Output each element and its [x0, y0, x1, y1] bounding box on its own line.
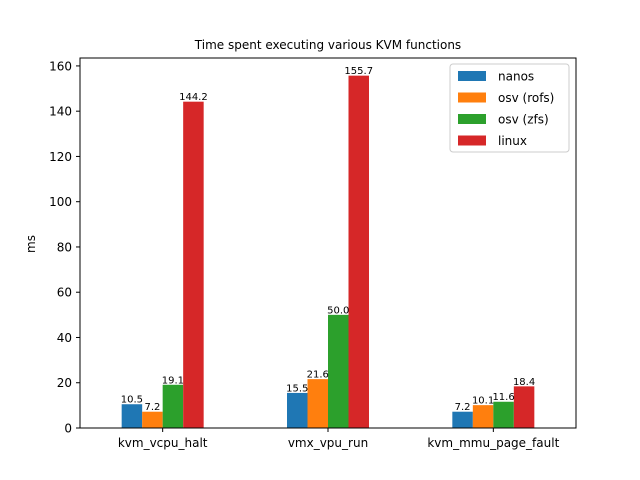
y-tick-label: 20 [57, 376, 72, 390]
bar-value-label: 18.4 [513, 377, 535, 388]
bar-value-label: 19.1 [162, 375, 184, 386]
legend-label: nanos [498, 70, 534, 84]
bar-value-label: 7.2 [144, 402, 160, 413]
y-tick-label: 40 [57, 331, 72, 345]
bars-group [121, 75, 535, 429]
bar-value-label: 155.7 [344, 66, 373, 77]
legend-swatch [458, 71, 486, 81]
legend-label: linux [498, 134, 527, 148]
bar-linux-vmx-vpu-run [348, 75, 369, 429]
bar-nanos-vmx-vpu-run [287, 392, 308, 428]
bar-linux-kvm-vcpu-halt [183, 101, 204, 428]
bar-osv-rofs--vmx-vpu-run [307, 379, 328, 428]
y-tick-label: 120 [49, 150, 72, 164]
bar-labels-group: 10.57.219.1144.215.521.650.0155.77.210.1… [121, 66, 535, 413]
bar-osv-rofs--kvm-vcpu-halt [142, 411, 163, 428]
bar-value-label: 7.2 [455, 402, 471, 413]
x-tick-label: kvm_vcpu_halt [118, 436, 208, 450]
bar-nanos-kvm-mmu-page-fault [452, 411, 473, 428]
legend-swatch [458, 92, 486, 103]
bar-osv-zfs--kvm-mmu-page-fault [493, 401, 514, 428]
y-axis-label: ms [24, 235, 38, 253]
y-tick-label: 0 [64, 422, 72, 436]
bar-value-label: 10.1 [472, 396, 494, 407]
bar-value-label: 50.0 [327, 305, 349, 316]
x-axis: kvm_vcpu_halt vmx_vpu_run kvm_mmu_page_fau… [118, 428, 560, 450]
bar-value-label: 11.6 [492, 392, 514, 403]
legend-swatch [458, 135, 486, 146]
plot-frame [79, 57, 577, 429]
y-tick-label: 140 [49, 105, 72, 119]
legend: nanos osv (rofs) osv (zfs) linux [449, 63, 570, 153]
bar-linux-kvm-mmu-page-fault [513, 386, 535, 428]
legend-box [449, 63, 570, 153]
bar-value-label: 21.6 [307, 370, 329, 381]
y-axis: 0 20 40 60 80 100 120 140 160 [49, 59, 80, 436]
y-tick-label: 60 [57, 286, 72, 300]
y-tick-label: 160 [49, 59, 72, 73]
bar-nanos-kvm-vcpu-halt [121, 404, 143, 428]
x-tick-label: vmx_vpu_run [288, 436, 368, 450]
y-tick-label: 80 [57, 240, 72, 254]
legend-swatch [458, 114, 486, 124]
bar-osv-zfs--kvm-vcpu-halt [162, 384, 184, 428]
x-tick-label: kvm_mmu_page_fault [427, 436, 559, 450]
bar-value-label: 10.5 [121, 395, 143, 406]
bar-value-label: 15.5 [286, 383, 308, 394]
bar-value-label: 144.2 [179, 92, 208, 103]
bar-osv-zfs--vmx-vpu-run [328, 314, 349, 428]
legend-label: osv (zfs) [498, 113, 549, 127]
bar-osv-rofs--kvm-mmu-page-fault [472, 405, 494, 428]
chart-title: Time spent executing various KVM functio… [194, 38, 461, 52]
legend-label: osv (rofs) [498, 91, 554, 105]
y-tick-label: 100 [49, 195, 72, 209]
